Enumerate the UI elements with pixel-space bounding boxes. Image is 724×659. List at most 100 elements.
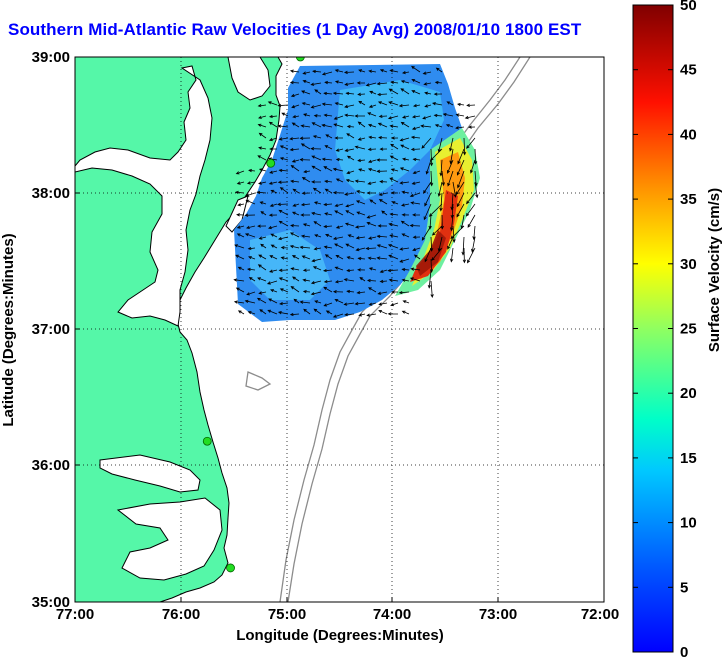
velocity-arrow: [258, 146, 267, 150]
velocity-arrow: [278, 277, 289, 282]
velocity-arrow: [244, 299, 256, 304]
velocity-arrow: [258, 291, 267, 295]
velocity-arrow: [332, 91, 344, 96]
velocity-arrow: [425, 159, 432, 175]
velocity-arrow: [335, 178, 344, 183]
velocity-field-red: [410, 190, 458, 282]
velocity-arrow: [268, 298, 278, 304]
velocity-arrow: [344, 113, 355, 117]
velocity-arrow: [235, 287, 245, 293]
velocity-arrow: [300, 124, 311, 128]
velocity-arrow: [302, 278, 311, 282]
velocity-arrow: [402, 157, 410, 161]
velocity-arrow: [399, 167, 410, 172]
radar-station-marker: [295, 57, 305, 62]
x-tick-label: 73:00: [479, 606, 517, 623]
velocity-arrow: [279, 157, 289, 161]
velocity-arrow: [236, 181, 245, 185]
velocity-arrow: [354, 225, 366, 229]
velocity-arrow: [431, 247, 443, 261]
velocity-arrow: [291, 104, 300, 109]
colorbar-tick-label: 45: [680, 62, 697, 79]
colorbar-tick-label: 30: [680, 256, 697, 273]
velocity-arrow: [279, 187, 289, 194]
colorbar-gradient: [632, 4, 674, 653]
velocity-arrow: [430, 280, 434, 299]
velocity-arrow: [435, 67, 443, 73]
velocity-arrow: [389, 177, 399, 183]
velocity-arrow: [466, 137, 476, 149]
x-tick-label: 77:00: [56, 606, 94, 623]
velocity-arrow: [422, 115, 432, 120]
velocity-arrow: [355, 236, 366, 240]
velocity-arrow: [257, 224, 267, 228]
velocity-arrow: [388, 254, 399, 260]
velocity-arrow: [428, 203, 443, 217]
velocity-arrow: [290, 164, 300, 172]
velocity-arrow: [289, 245, 300, 249]
velocity-arrow: [347, 234, 355, 238]
velocity-arrow: [354, 179, 366, 183]
velocity-arrow: [470, 159, 476, 174]
velocity-arrow: [278, 137, 289, 141]
velocity-arrow: [437, 181, 443, 197]
velocity-arrow: [267, 309, 278, 315]
velocity-arrow: [412, 247, 421, 252]
velocity-arrow: [379, 147, 388, 151]
velocity-arrow: [369, 90, 377, 95]
velocity-arrow: [302, 223, 311, 227]
velocity-arrow: [387, 115, 399, 120]
velocity-arrow: [464, 115, 476, 120]
velocity-arrow: [310, 82, 322, 86]
velocity-arrow: [346, 155, 355, 161]
velocity-arrow: [244, 213, 256, 217]
velocity-arrow: [367, 112, 377, 117]
velocity-arrow: [423, 203, 432, 221]
velocity-arrow: [465, 203, 476, 217]
velocity-arrow: [346, 170, 355, 175]
velocity-arrow: [279, 288, 289, 293]
velocity-arrow: [441, 170, 445, 187]
colorbar-tick-label: 0: [680, 644, 688, 659]
colorbar-tick-label: 50: [680, 0, 697, 14]
velocity-arrow: [446, 101, 454, 106]
velocity-arrow: [412, 103, 421, 108]
velocity-arrow: [266, 280, 278, 285]
velocity-arrow: [301, 90, 311, 95]
velocity-arrow: [369, 199, 377, 205]
velocity-arrow: [424, 104, 432, 108]
velocity-arrow: [299, 158, 311, 162]
velocity-arrow: [301, 102, 311, 106]
velocity-arrow: [301, 177, 311, 183]
velocity-arrow: [334, 102, 344, 106]
velocity-arrow: [332, 167, 344, 172]
velocity-arrow: [377, 224, 388, 228]
velocity-arrow: [356, 211, 366, 216]
velocity-arrow: [324, 145, 333, 150]
velocity-arrow: [270, 233, 278, 238]
velocity-arrow: [246, 225, 256, 229]
velocity-arrow: [376, 169, 388, 173]
velocity-arrow: [377, 101, 388, 106]
velocity-arrow: [278, 236, 289, 241]
velocity-arrow: [387, 312, 399, 316]
velocity-arrow: [456, 203, 465, 218]
colorbar-tick-label: 10: [680, 515, 697, 532]
x-tick-label: 76:00: [162, 606, 200, 623]
velocity-arrow: [313, 247, 322, 251]
velocity-arrow: [379, 269, 388, 273]
velocity-arrow: [381, 210, 388, 216]
velocity-arrow: [390, 136, 399, 140]
velocity-arrow: [302, 79, 311, 84]
velocity-arrow: [462, 247, 467, 264]
velocity-arrow: [401, 278, 410, 282]
velocity-arrow: [289, 148, 300, 152]
colorbar-tick-label: 25: [680, 321, 697, 338]
velocity-arrow: [401, 310, 410, 315]
velocity-arrow: [471, 236, 476, 253]
velocity-arrow: [323, 166, 333, 172]
velocity-arrow: [312, 135, 322, 139]
velocity-arrow: [354, 145, 366, 150]
velocity-arrow: [248, 276, 256, 282]
